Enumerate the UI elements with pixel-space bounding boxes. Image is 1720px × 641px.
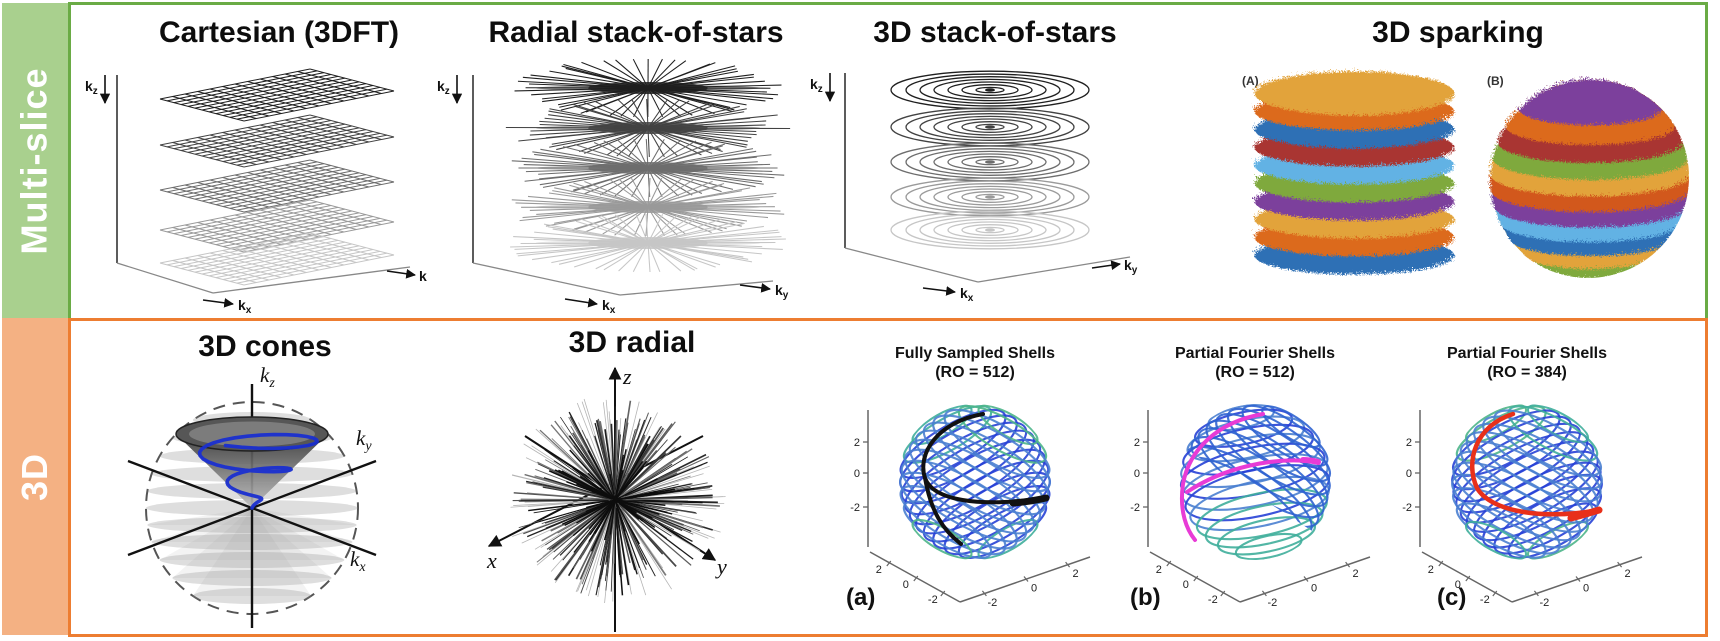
cartesian-3dft-diagram: kz kx k: [85, 68, 427, 316]
svg-text:kx: kx: [602, 297, 616, 316]
svg-text:-2: -2: [1402, 502, 1412, 514]
radial-stack-of-stars-diagram: kz kx ky: [437, 58, 791, 316]
row-band-multi-slice: Multi-slice: [2, 3, 68, 318]
svg-text:2: 2: [1353, 568, 1359, 580]
svg-text:2: 2: [1406, 437, 1412, 449]
row-band-3d: 3D: [2, 318, 68, 635]
panel-title-shells-a: Fully Sampled Shells (RO = 512): [895, 344, 1055, 382]
svg-text:-2: -2: [1268, 597, 1278, 609]
svg-text:kz: kz: [85, 78, 98, 97]
shells-b-title-line1: Partial Fourier Shells: [1174, 345, 1336, 362]
svg-text:-2: -2: [1540, 597, 1550, 609]
svg-text:2: 2: [876, 564, 882, 576]
svg-text:-2: -2: [988, 597, 998, 609]
svg-text:2: 2: [1134, 437, 1140, 449]
svg-text:0: 0: [1583, 583, 1589, 595]
svg-text:2: 2: [1073, 568, 1079, 580]
3d-radial-diagram: z x y: [486, 364, 727, 632]
svg-text:kz: kz: [437, 78, 450, 97]
shells-plot-a: 2 0 -2 2 0 -2 -2 0 2: [850, 404, 1091, 609]
panel-title-3d-stack-of-stars: 3D stack-of-stars: [873, 16, 1117, 49]
shells-c-title-line1: Partial Fourier Shells: [1446, 345, 1608, 362]
shells-plot-c: 2 0 -2 2 0 -2 -2 0 2: [1402, 404, 1643, 609]
svg-text:ky: ky: [356, 426, 372, 454]
svg-text:2: 2: [1156, 564, 1162, 576]
svg-text:kx: kx: [238, 297, 252, 316]
svg-text:0: 0: [1311, 583, 1317, 595]
subfigure-label-a: (a): [846, 584, 876, 611]
3d-panel-box: [68, 318, 1708, 637]
svg-text:x: x: [486, 548, 497, 573]
svg-text:k: k: [419, 268, 427, 284]
shells-a-title-line2: (RO = 512): [935, 364, 1015, 381]
svg-text:0: 0: [903, 579, 909, 591]
subfigure-label-b: (b): [1130, 584, 1161, 611]
shells-a-title-line1: Fully Sampled Shells: [894, 345, 1056, 362]
svg-text:kz: kz: [810, 76, 823, 95]
svg-text:0: 0: [1455, 579, 1461, 591]
3d-cones-diagram: kz ky kx: [127, 363, 377, 628]
svg-text:-2: -2: [850, 502, 860, 514]
panel-title-3d-radial: 3D radial: [568, 326, 696, 359]
svg-text:-2: -2: [1130, 502, 1140, 514]
panel-title-cartesian: Cartesian (3DFT): [158, 16, 400, 49]
subfigure-label-c: (c): [1437, 584, 1467, 611]
row-label-3d: 3D: [14, 452, 55, 501]
shells-c-title-line2: (RO = 384): [1487, 364, 1567, 381]
svg-text:ky: ky: [775, 282, 789, 301]
panel-title-3d-sparking: 3D sparking: [1372, 16, 1544, 49]
svg-text:0: 0: [1134, 468, 1140, 480]
svg-text:ky: ky: [1124, 257, 1138, 276]
sparking-sublabel-B: (B): [1487, 74, 1504, 88]
sparking-sublabel-A: (A): [1242, 74, 1259, 88]
panel-title-shells-b: Partial Fourier Shells (RO = 512): [1175, 344, 1335, 382]
svg-text:2: 2: [1428, 564, 1434, 576]
svg-text:-2: -2: [1480, 594, 1490, 606]
svg-text:2: 2: [1625, 568, 1631, 580]
svg-text:-2: -2: [928, 594, 938, 606]
svg-text:-2: -2: [1208, 594, 1218, 606]
svg-text:y: y: [715, 554, 727, 579]
svg-text:0: 0: [1406, 468, 1412, 480]
shells-plot-b: 2 0 -2 2 0 -2 -2 0 2: [1130, 403, 1371, 609]
svg-text:kx: kx: [350, 547, 366, 575]
svg-text:0: 0: [854, 468, 860, 480]
svg-text:z: z: [622, 364, 632, 389]
svg-text:kz: kz: [260, 363, 275, 391]
svg-text:2: 2: [854, 437, 860, 449]
panel-title-radial-stack-of-stars: Radial stack-of-stars: [488, 16, 784, 49]
svg-text:kx: kx: [960, 285, 974, 304]
3d-stack-of-stars-diagram: kz kx ky: [810, 70, 1138, 304]
svg-text:0: 0: [1031, 583, 1037, 595]
panel-title-shells-c: Partial Fourier Shells (RO = 384): [1447, 344, 1607, 382]
3d-sparking-diagram: [1252, 69, 1688, 277]
row-label-multi-slice: Multi-slice: [14, 66, 55, 255]
svg-text:0: 0: [1183, 579, 1189, 591]
panel-title-3d-cones: 3D cones: [198, 330, 332, 363]
shells-b-title-line2: (RO = 512): [1215, 364, 1295, 381]
